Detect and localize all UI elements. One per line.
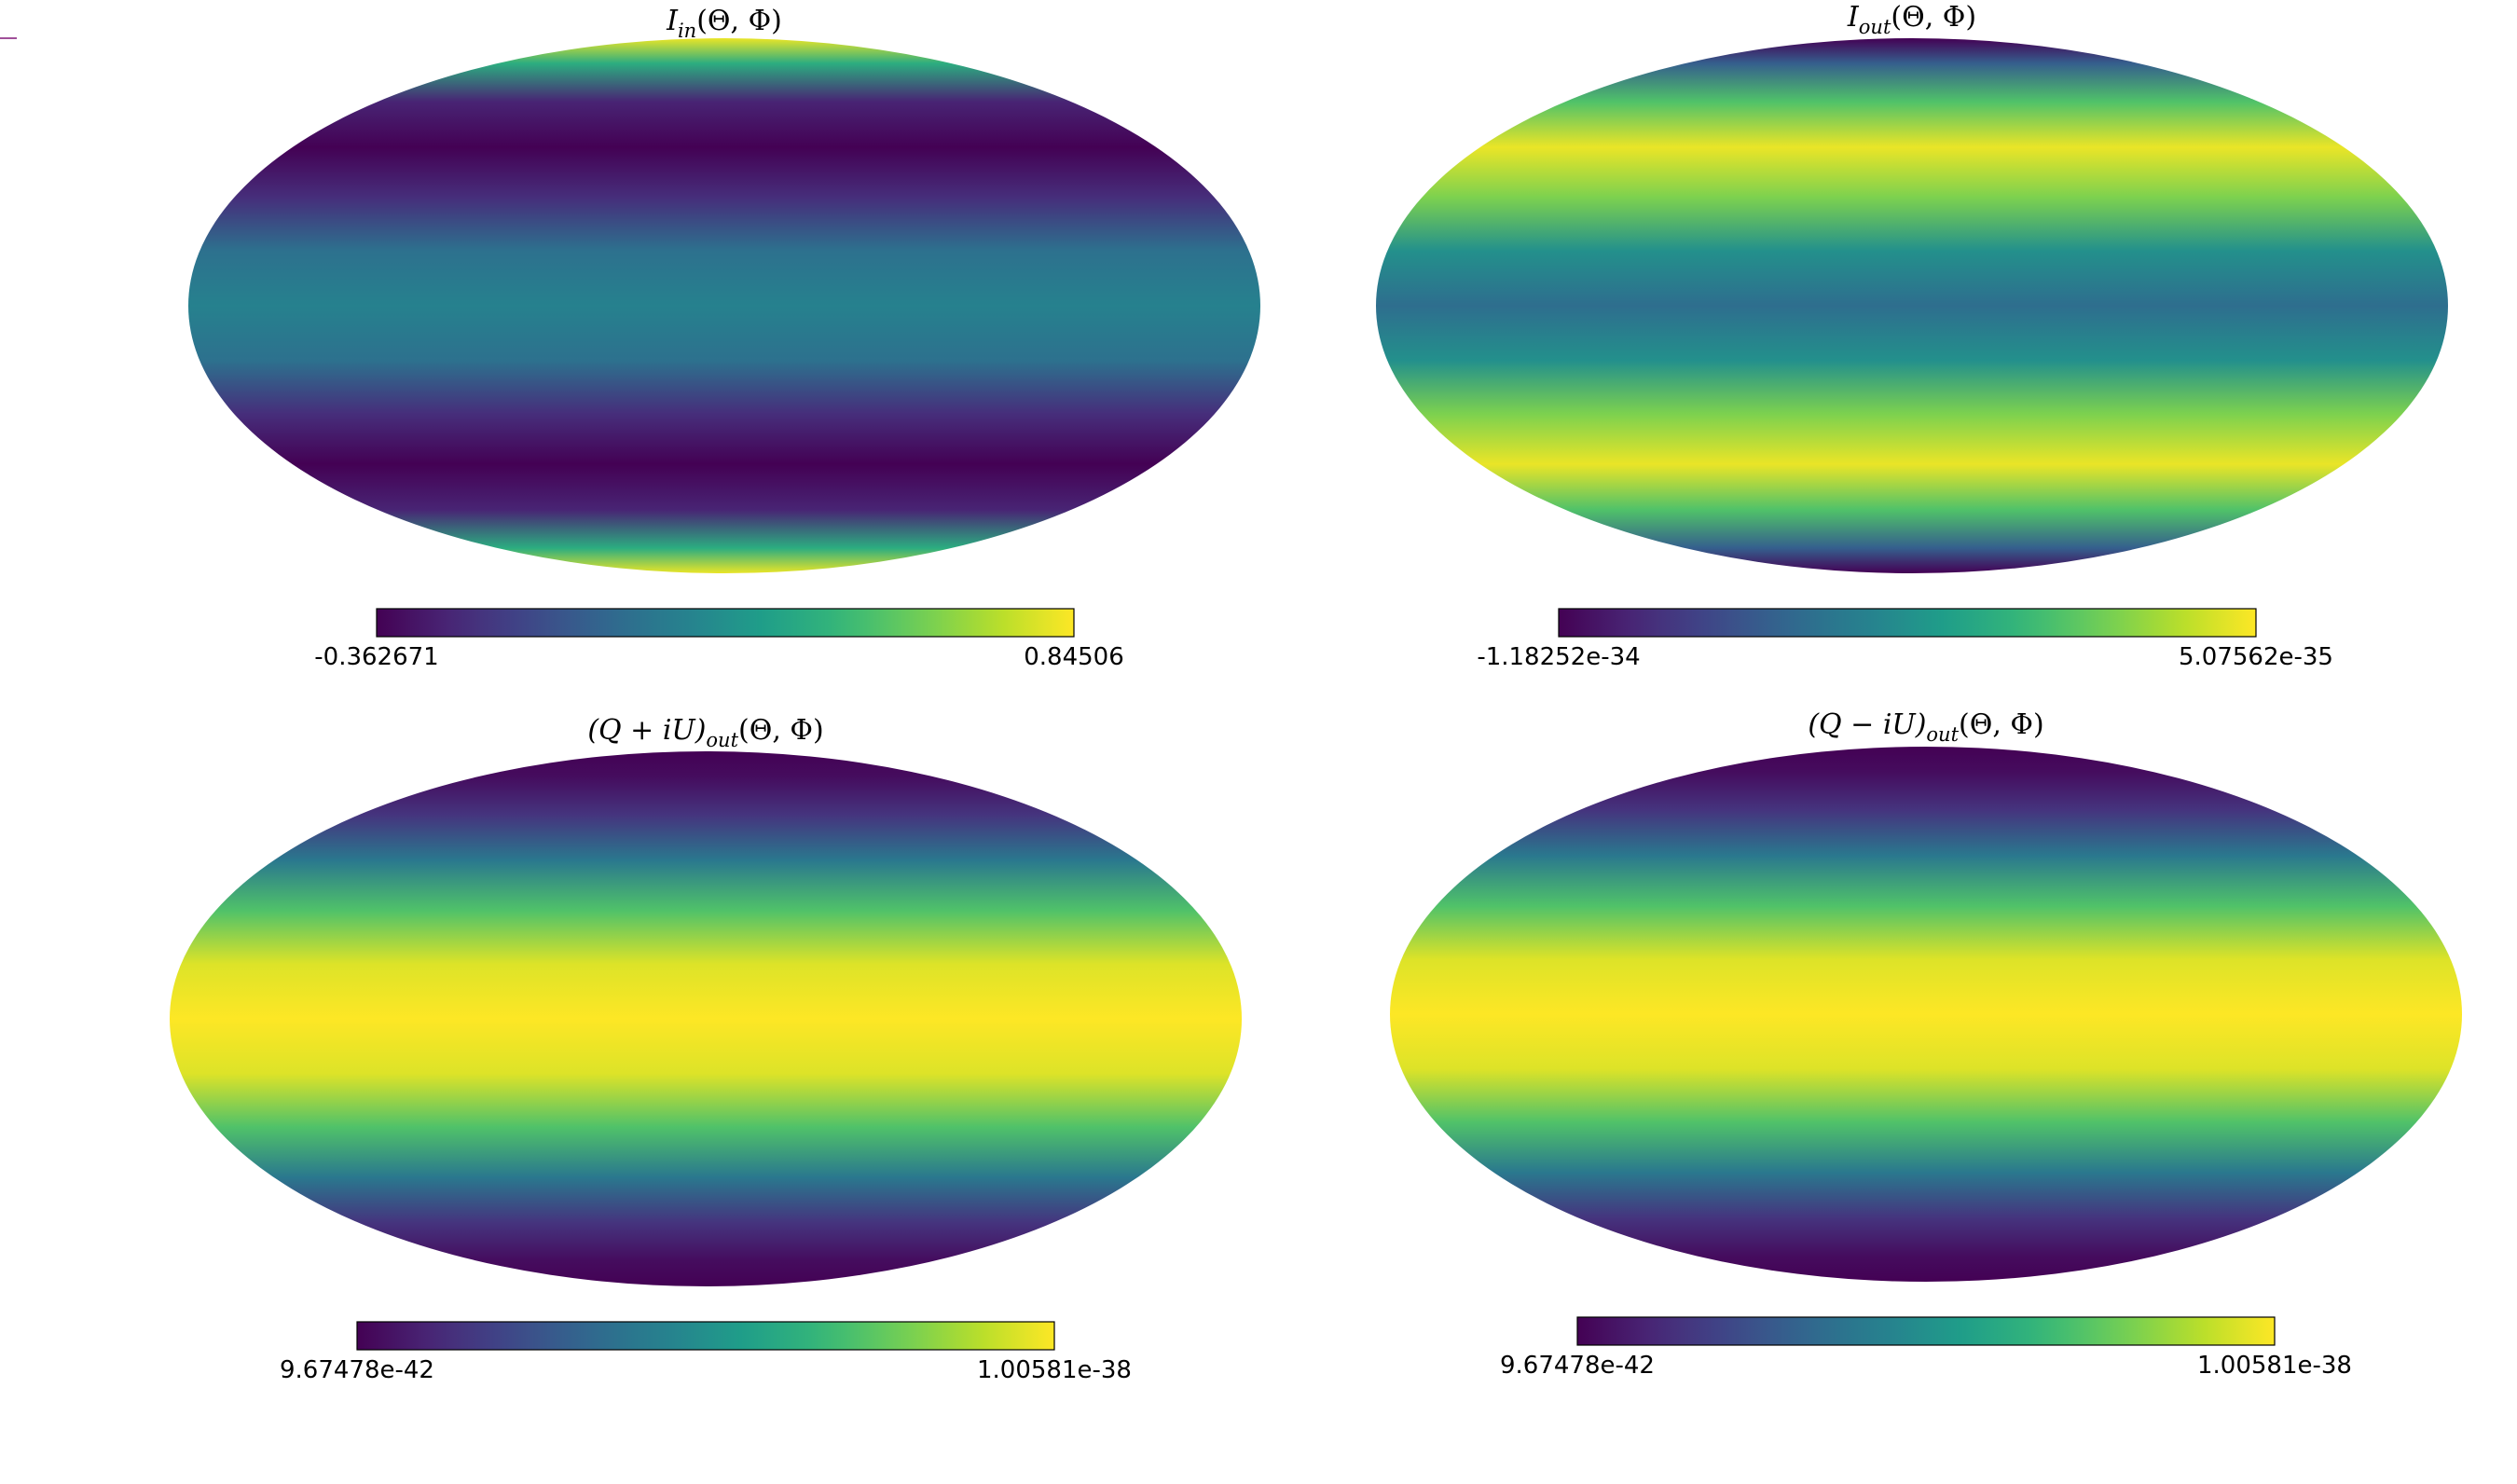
panel-title: (Q + iU)out(Θ, Φ) bbox=[587, 714, 823, 751]
title-subscript: out bbox=[1926, 723, 1959, 746]
panel-title: Iin(Θ, Φ) bbox=[666, 5, 782, 42]
stray-tick-mark bbox=[0, 37, 17, 39]
mollweide-map bbox=[1376, 38, 2448, 573]
colorbar-min-label: 9.67478e-42 bbox=[280, 1356, 434, 1384]
colorbar-max-label: 5.07562e-35 bbox=[2179, 643, 2333, 671]
map-panel-4: (Q − iU)out(Θ, Φ) 9.67478e-42 1.00581e-38 bbox=[1390, 708, 2462, 1380]
title-main: I bbox=[1847, 1, 1860, 34]
map-panel-1: Iin(Θ, Φ) -0.362671 0.84506 bbox=[188, 5, 1260, 671]
title-subscript: out bbox=[706, 729, 738, 751]
colorbar bbox=[1558, 608, 2257, 638]
title-main: I bbox=[666, 5, 679, 37]
mollweide-map bbox=[1390, 747, 2462, 1282]
colorbar-min-label: -1.18252e-34 bbox=[1477, 643, 1640, 671]
colorbar-max-label: 1.00581e-38 bbox=[977, 1356, 1132, 1384]
map-panel-3: (Q + iU)out(Θ, Φ) 9.67478e-42 1.00581e-38 bbox=[170, 714, 1242, 1384]
title-tail: (Θ, Φ) bbox=[738, 714, 824, 747]
colorbar bbox=[376, 608, 1075, 638]
colorbar-min-label: -0.362671 bbox=[314, 643, 438, 671]
title-tail: (Θ, Φ) bbox=[1891, 1, 1976, 34]
colorbar bbox=[1576, 1316, 2276, 1346]
colorbar-min-label: 9.67478e-42 bbox=[1500, 1352, 1655, 1380]
colorbar-max-label: 1.00581e-38 bbox=[2197, 1352, 2352, 1380]
title-subscript: in bbox=[678, 20, 696, 42]
mollweide-map bbox=[170, 751, 1242, 1286]
title-main: (Q + iU) bbox=[587, 714, 706, 747]
mollweide-map bbox=[188, 38, 1260, 573]
map-panel-2: Iout(Θ, Φ) -1.18252e-34 5.07562e-35 bbox=[1376, 1, 2448, 671]
panel-title: (Q − iU)out(Θ, Φ) bbox=[1808, 708, 2043, 746]
colorbar bbox=[356, 1321, 1055, 1351]
title-main: (Q − iU) bbox=[1808, 708, 1926, 741]
colorbar-max-label: 0.84506 bbox=[1024, 643, 1124, 671]
title-tail: (Θ, Φ) bbox=[696, 5, 782, 37]
title-subscript: out bbox=[1859, 16, 1891, 38]
title-tail: (Θ, Φ) bbox=[1959, 708, 2044, 741]
panel-title: Iout(Θ, Φ) bbox=[1847, 1, 1976, 38]
